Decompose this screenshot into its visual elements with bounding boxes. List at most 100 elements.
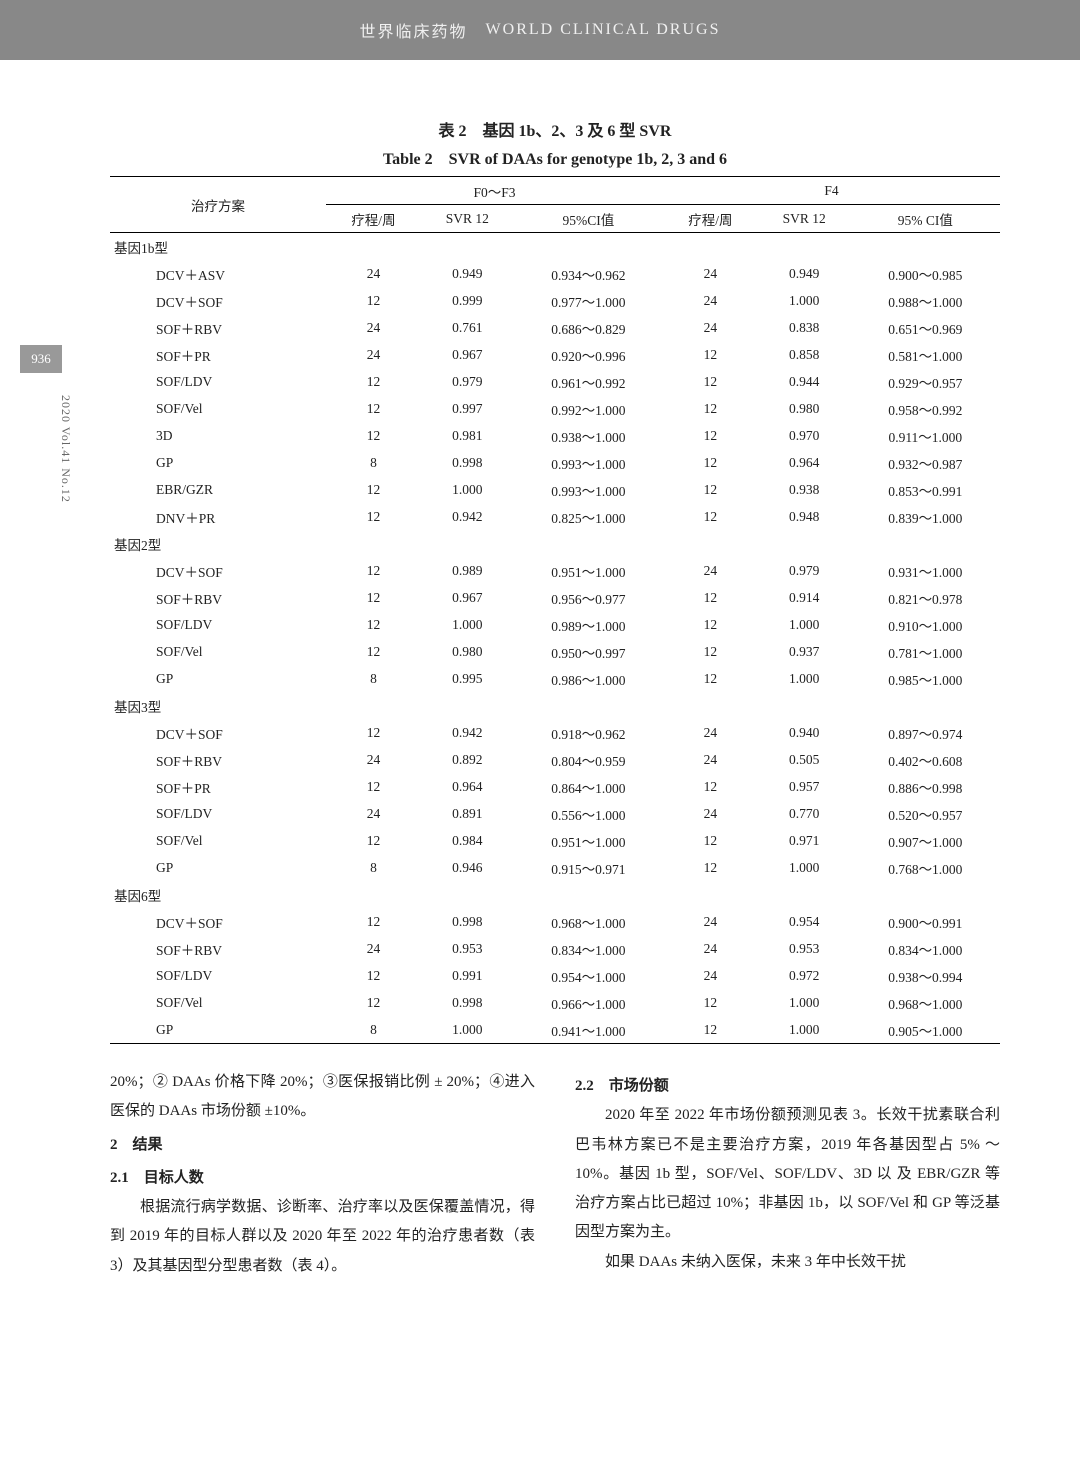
svr12-b: 1.000 [758,287,851,314]
th-svr12-b: SVR 12 [758,205,851,233]
ci-b: 0.929～0.957 [851,368,1000,395]
body-columns: 20%；② DAAs 价格下降 20%；③医保报销比例 ± 20%；④进入医保的… [110,1068,1000,1281]
ci-b: 0.911～1.000 [851,422,1000,449]
course-a: 24 [326,935,421,962]
course-b: 12 [663,341,758,368]
th-ci-b: 95% CI值 [851,205,1000,233]
course-b: 24 [663,935,758,962]
right-column: 2.2 市场份额 2020 年至 2022 年市场份额预测见表 3。长效干扰素联… [575,1068,1000,1281]
svr12-a: 1.000 [421,476,514,503]
svr12-b: 0.972 [758,962,851,989]
svr12-b: 0.858 [758,341,851,368]
ci-a: 0.992～1.000 [514,395,663,422]
ci-b: 0.781～1.000 [851,638,1000,665]
treatment-cell: SOF＋RBV [110,314,326,341]
course-b: 12 [663,665,758,692]
svr12-b: 0.954 [758,908,851,935]
course-a: 12 [326,395,421,422]
course-b: 12 [663,584,758,611]
ci-b: 0.958～0.992 [851,395,1000,422]
th-group-f4: F4 [663,177,1000,205]
svr12-a: 0.991 [421,962,514,989]
course-b: 12 [663,854,758,881]
ci-a: 0.977～1.000 [514,287,663,314]
table-caption-en: Table 2 SVR of DAAs for genotype 1b, 2, … [110,148,1000,172]
treatment-cell: DCV＋SOF [110,557,326,584]
treatment-cell: SOF＋RBV [110,584,326,611]
svr12-b: 0.970 [758,422,851,449]
svr12-a: 0.942 [421,503,514,530]
course-a: 12 [326,827,421,854]
ci-b: 0.900～0.985 [851,260,1000,287]
treatment-cell: SOF＋RBV [110,935,326,962]
svr12-b: 1.000 [758,854,851,881]
course-a: 12 [326,368,421,395]
ci-a: 0.968～1.000 [514,908,663,935]
para-market-share: 2020 年至 2022 年市场份额预测见表 3。长效干扰素联合利巴韦林方案已不… [575,1101,1000,1247]
treatment-cell: SOF＋RBV [110,746,326,773]
treatment-cell: GP [110,665,326,692]
ci-b: 0.839～1.000 [851,503,1000,530]
course-b: 12 [663,395,758,422]
svr12-a: 0.995 [421,665,514,692]
ci-a: 0.986～1.000 [514,665,663,692]
treatment-cell: DCV＋SOF [110,908,326,935]
th-course-b: 疗程/周 [663,205,758,233]
para-continue: 20%；② DAAs 价格下降 20%；③医保报销比例 ± 20%；④进入医保的… [110,1068,535,1127]
svr12-b: 0.770 [758,800,851,827]
course-b: 24 [663,314,758,341]
treatment-cell: GP [110,449,326,476]
svr12-a: 0.984 [421,827,514,854]
svr12-b: 0.971 [758,827,851,854]
course-b: 12 [663,827,758,854]
ci-a: 0.938～1.000 [514,422,663,449]
treatment-cell: SOF/Vel [110,827,326,854]
th-svr12-a: SVR 12 [421,205,514,233]
treatment-cell: SOF/Vel [110,638,326,665]
section-header: 基因3型 [110,692,1000,719]
treatment-cell: DCV＋SOF [110,719,326,746]
issue-label: 2020 Vol.41 No.12 [58,395,73,503]
ci-a: 0.993～1.000 [514,476,663,503]
course-a: 12 [326,557,421,584]
ci-a: 0.956～0.977 [514,584,663,611]
ci-a: 0.934～0.962 [514,260,663,287]
svr12-b: 0.957 [758,773,851,800]
para-target-pop: 根据流行病学数据、诊断率、治疗率以及医保覆盖情况，得到 2019 年的目标人群以… [110,1193,535,1281]
treatment-cell: SOF/Vel [110,395,326,422]
svr12-b: 0.980 [758,395,851,422]
course-b: 12 [663,989,758,1016]
treatment-cell: SOF/Vel [110,989,326,1016]
treatment-cell: GP [110,854,326,881]
course-b: 24 [663,962,758,989]
course-b: 24 [663,746,758,773]
course-a: 24 [326,800,421,827]
journal-header: 世界临床药物 WORLD CLINICAL DRUGS [0,0,1080,60]
ci-a: 0.834～1.000 [514,935,663,962]
ci-a: 0.864～1.000 [514,773,663,800]
course-a: 12 [326,611,421,638]
svr12-a: 0.953 [421,935,514,962]
svr12-a: 0.946 [421,854,514,881]
course-a: 12 [326,287,421,314]
section-header: 基因2型 [110,530,1000,557]
course-a: 12 [326,773,421,800]
heading-market-share: 2.2 市场份额 [575,1072,1000,1101]
ci-a: 0.804～0.959 [514,746,663,773]
journal-title-cn: 世界临床药物 [360,18,468,42]
svr12-a: 0.967 [421,341,514,368]
th-ci-a: 95%CI值 [514,205,663,233]
ci-b: 0.932～0.987 [851,449,1000,476]
course-b: 12 [663,503,758,530]
svr12-b: 0.940 [758,719,851,746]
course-b: 12 [663,1016,758,1044]
course-a: 12 [326,503,421,530]
ci-a: 0.918～0.962 [514,719,663,746]
svr12-a: 0.761 [421,314,514,341]
ci-b: 0.910～1.000 [851,611,1000,638]
svr12-b: 1.000 [758,1016,851,1044]
ci-a: 0.966～1.000 [514,989,663,1016]
course-a: 8 [326,1016,421,1044]
ci-b: 0.931～1.000 [851,557,1000,584]
svr12-a: 0.892 [421,746,514,773]
